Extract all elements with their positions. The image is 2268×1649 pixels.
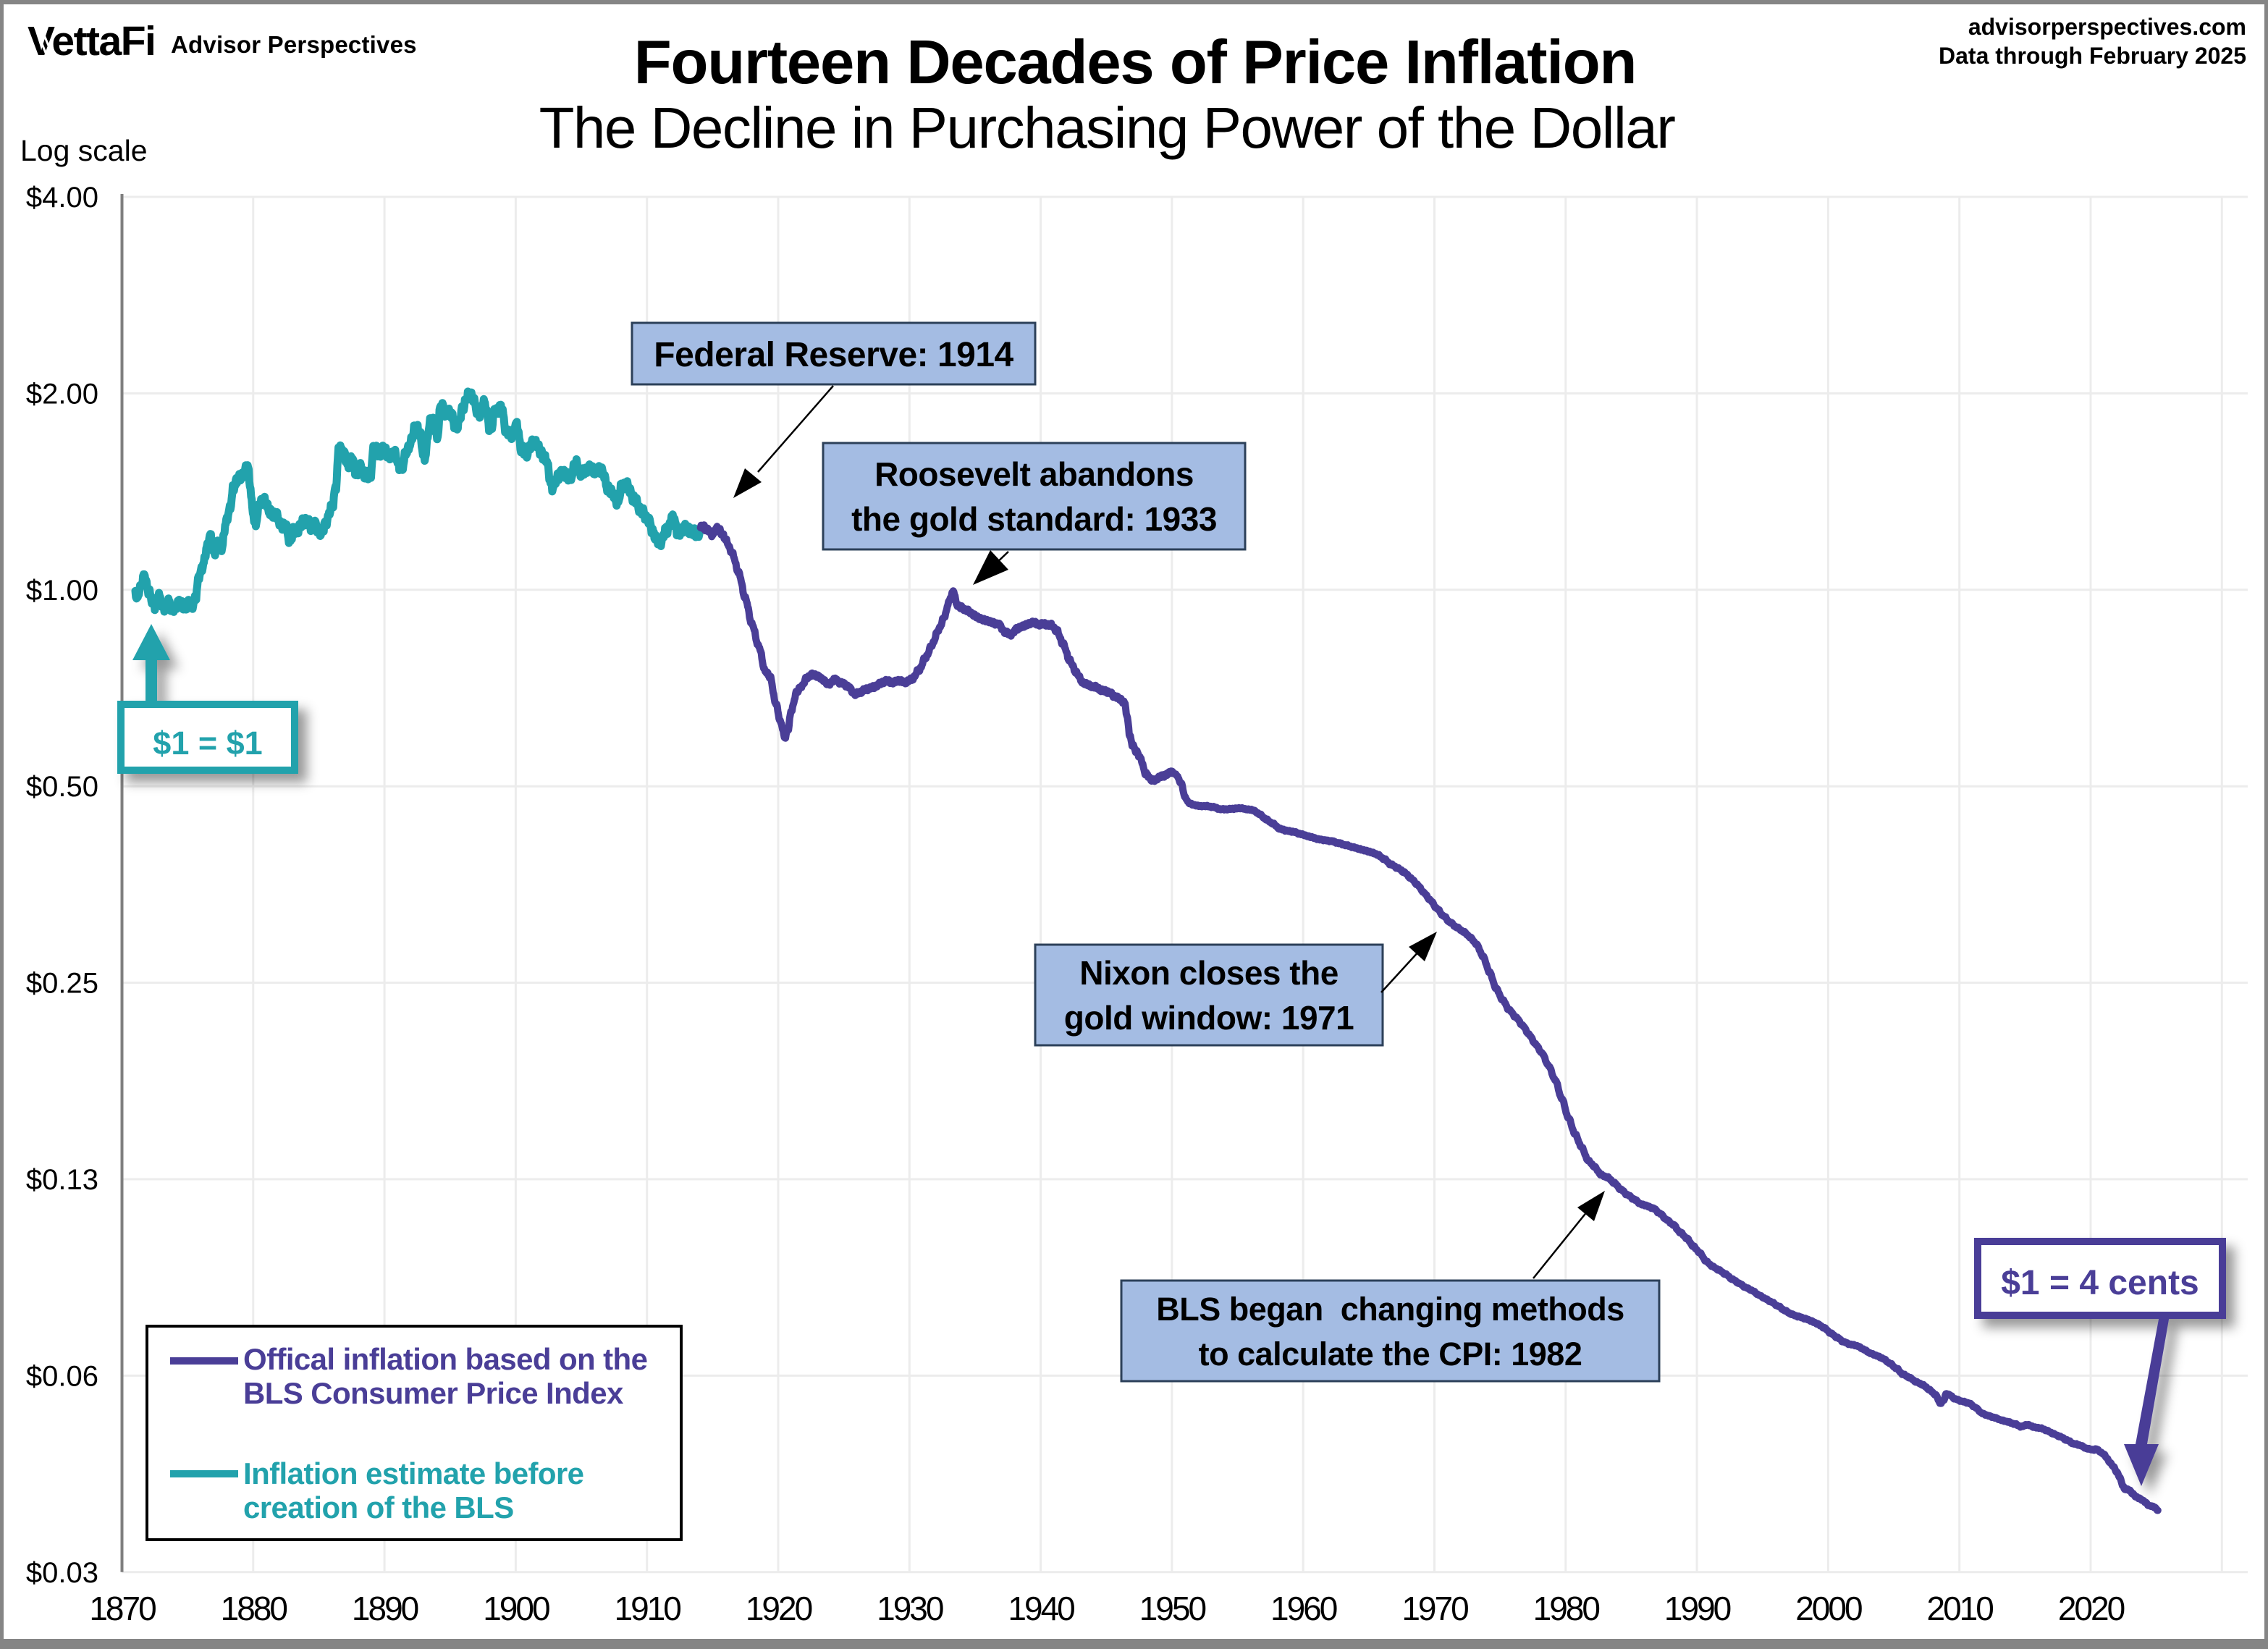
svg-text:1870: 1870 <box>89 1590 156 1627</box>
svg-text:1900: 1900 <box>483 1590 549 1627</box>
svg-text:$2.00: $2.00 <box>26 378 98 410</box>
svg-text:$4.00: $4.00 <box>26 182 98 214</box>
svg-text:the gold standard: 1933: the gold standard: 1933 <box>851 500 1217 538</box>
svg-text:VettaFi: VettaFi <box>28 18 155 64</box>
svg-text:$1 = $1: $1 = $1 <box>153 725 262 762</box>
svg-text:2020: 2020 <box>2058 1590 2125 1627</box>
svg-text:2010: 2010 <box>1927 1590 1994 1627</box>
svg-text:gold window: 1971: gold window: 1971 <box>1064 999 1354 1037</box>
svg-text:1980: 1980 <box>1533 1590 1600 1627</box>
svg-text:1990: 1990 <box>1664 1590 1731 1627</box>
svg-text:Log scale: Log scale <box>20 134 148 167</box>
svg-text:Advisor Perspectives: Advisor Perspectives <box>171 31 417 58</box>
svg-text:to calculate the CPI: 1982: to calculate the CPI: 1982 <box>1199 1336 1582 1372</box>
svg-text:Data through February 2025: Data through February 2025 <box>1939 43 2246 69</box>
svg-text:1950: 1950 <box>1139 1590 1206 1627</box>
svg-text:$1 = 4 cents: $1 = 4 cents <box>2001 1264 2199 1302</box>
svg-text:BLS began changing methods: BLS began changing methods <box>1156 1291 1624 1328</box>
svg-text:Nixon closes the: Nixon closes the <box>1079 954 1339 992</box>
svg-text:1920: 1920 <box>746 1590 812 1627</box>
svg-text:creation of the BLS: creation of the BLS <box>243 1490 514 1524</box>
svg-text:$0.13: $0.13 <box>26 1164 98 1196</box>
svg-text:Offical inflation based on the: Offical inflation based on the <box>243 1342 647 1376</box>
svg-text:1910: 1910 <box>615 1590 681 1627</box>
svg-text:BLS Consumer Price Index: BLS Consumer Price Index <box>243 1376 624 1410</box>
svg-text:Federal Reserve: 1914: Federal Reserve: 1914 <box>654 336 1013 374</box>
svg-text:$0.25: $0.25 <box>26 968 98 1000</box>
svg-text:1930: 1930 <box>877 1590 943 1627</box>
svg-text:1880: 1880 <box>221 1590 287 1627</box>
svg-text:1970: 1970 <box>1401 1590 1468 1627</box>
svg-text:1940: 1940 <box>1008 1590 1074 1627</box>
svg-text:Inflation estimate before: Inflation estimate before <box>243 1456 583 1490</box>
svg-text:advisorperspectives.com: advisorperspectives.com <box>1968 14 2246 40</box>
svg-text:Roosevelt abandons: Roosevelt abandons <box>874 455 1194 493</box>
svg-text:2000: 2000 <box>1795 1590 1862 1627</box>
svg-text:1890: 1890 <box>352 1590 418 1627</box>
svg-text:1960: 1960 <box>1270 1590 1337 1627</box>
svg-text:$0.03: $0.03 <box>26 1557 98 1589</box>
svg-text:Fourteen Decades of Price Infl: Fourteen Decades of Price Inflation <box>634 28 1636 97</box>
svg-text:$0.50: $0.50 <box>26 771 98 803</box>
svg-text:The Decline in Purchasing Powe: The Decline in Purchasing Power of the D… <box>539 96 1676 160</box>
svg-text:$0.06: $0.06 <box>26 1360 98 1392</box>
svg-text:$1.00: $1.00 <box>26 575 98 607</box>
